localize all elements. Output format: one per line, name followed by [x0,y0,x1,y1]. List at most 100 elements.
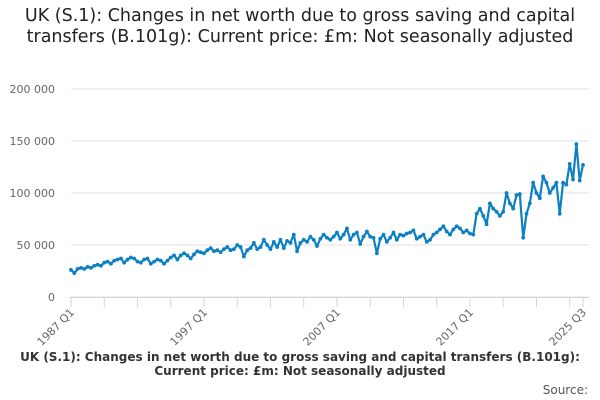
data-point[interactable] [79,265,83,270]
data-point[interactable] [311,237,316,242]
data-point[interactable] [351,232,356,237]
data-point[interactable] [398,232,403,237]
data-point[interactable] [557,211,562,216]
data-point[interactable] [517,192,522,196]
data-point[interactable] [551,185,555,190]
data-point[interactable] [424,239,429,244]
data-point[interactable] [451,227,456,232]
data-point[interactable] [521,235,526,240]
data-point[interactable] [315,244,319,248]
data-point[interactable] [471,232,476,237]
data-point[interactable] [225,245,230,249]
data-point[interactable] [202,251,206,256]
data-point[interactable] [321,232,326,237]
data-point[interactable] [434,230,439,235]
data-point[interactable] [75,267,80,271]
data-point[interactable] [328,237,333,242]
data-point[interactable] [228,248,233,253]
data-point[interactable] [238,245,243,249]
data-point[interactable] [544,180,549,185]
data-point[interactable] [325,235,329,240]
data-point[interactable] [291,232,296,237]
data-point[interactable] [72,271,77,275]
data-point[interactable] [165,258,170,263]
data-point[interactable] [444,229,449,234]
data-point[interactable] [414,236,419,241]
data-point[interactable] [364,229,369,234]
data-point[interactable] [488,201,492,206]
legend-item[interactable]: UK (S.1): Changes in net worth due to gr… [20,350,580,378]
data-point[interactable] [458,226,462,231]
data-point[interactable] [112,258,117,263]
data-point[interactable] [241,254,246,259]
data-point[interactable] [108,261,113,266]
data-point[interactable] [408,230,413,235]
data-point[interactable] [285,238,290,243]
data-point[interactable] [571,177,575,182]
data-point[interactable] [198,250,203,255]
data-point[interactable] [524,211,529,216]
data-point[interactable] [541,174,546,179]
data-point[interactable] [411,228,416,233]
data-point[interactable] [218,250,223,255]
data-point[interactable] [448,232,452,237]
data-point[interactable] [85,264,90,269]
data-point[interactable] [148,261,153,266]
data-point[interactable] [494,209,499,214]
data-point[interactable] [155,257,160,262]
data-point[interactable] [418,234,422,239]
data-point[interactable] [275,245,280,249]
data-point[interactable] [381,232,386,237]
data-point[interactable] [175,257,180,262]
data-point[interactable] [428,237,432,242]
data-point[interactable] [248,246,253,251]
data-point[interactable] [205,248,210,253]
data-point[interactable] [271,239,276,244]
data-point[interactable] [168,255,173,260]
data-point[interactable] [208,246,213,251]
data-point[interactable] [102,260,107,265]
data-point[interactable] [122,260,127,265]
data-point[interactable] [288,241,293,245]
data-point[interactable] [484,222,489,227]
data-point[interactable] [185,253,190,258]
data-point[interactable] [172,253,176,258]
data-point[interactable] [567,161,572,166]
data-point[interactable] [308,234,313,239]
data-point[interactable] [534,191,539,195]
data-point[interactable] [501,209,506,214]
data-point[interactable] [118,256,123,261]
data-point[interactable] [298,241,303,245]
data-point[interactable] [384,239,389,244]
data-point[interactable] [441,224,446,229]
data-point[interactable] [404,231,409,236]
data-point[interactable] [514,193,519,197]
data-point[interactable] [318,236,323,241]
data-point[interactable] [152,259,157,264]
data-point[interactable] [89,265,93,270]
data-point[interactable] [335,230,339,235]
data-point[interactable] [222,247,226,252]
data-point[interactable] [301,237,306,242]
data-point[interactable] [511,206,516,211]
data-point[interactable] [504,191,509,195]
data-point[interactable] [195,249,200,254]
data-point[interactable] [468,231,472,236]
data-point[interactable] [158,258,163,263]
data-point[interactable] [478,206,482,211]
data-point[interactable] [355,230,359,235]
data-point[interactable] [481,213,486,218]
data-point[interactable] [577,178,582,183]
data-point[interactable] [138,260,143,265]
data-point[interactable] [371,235,376,240]
data-point[interactable] [82,267,87,271]
data-point[interactable] [92,263,97,268]
data-point[interactable] [438,227,442,232]
data-point[interactable] [99,263,103,268]
data-point[interactable] [192,252,196,257]
data-point[interactable] [135,259,140,264]
data-point[interactable] [554,180,559,185]
data-point[interactable] [115,257,120,262]
data-point[interactable] [278,237,283,242]
data-point[interactable] [564,182,569,187]
